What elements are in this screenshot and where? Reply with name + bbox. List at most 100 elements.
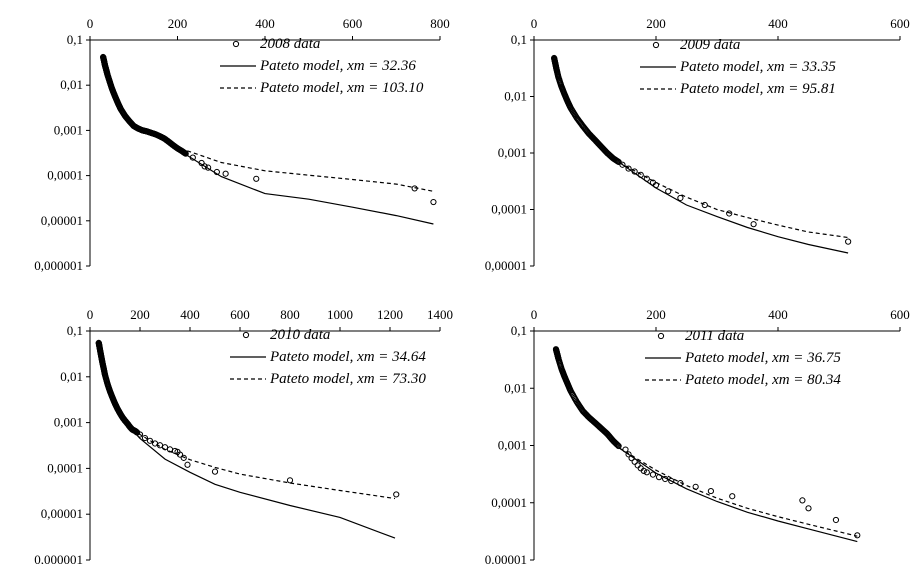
x-tick-label: 800 xyxy=(430,16,450,31)
data-point xyxy=(625,165,632,172)
data-point xyxy=(151,440,159,447)
legend-marker-circle xyxy=(232,40,240,48)
data-point xyxy=(726,210,733,217)
x-tick-label: 1400 xyxy=(427,307,453,322)
x-tick-label: 200 xyxy=(646,16,666,31)
y-tick-label: 0,00001 xyxy=(41,506,83,521)
x-tick-label: 1000 xyxy=(327,307,353,322)
model-line-dashed xyxy=(619,161,849,239)
data-point xyxy=(141,434,149,442)
data-point xyxy=(832,516,840,524)
y-tick-label: 0,01 xyxy=(504,380,527,395)
data-point xyxy=(677,480,684,487)
data-point xyxy=(845,238,852,245)
data-point xyxy=(136,431,144,438)
data-point xyxy=(634,462,641,469)
x-tick-label: 200 xyxy=(130,307,150,322)
y-tick-label: 0,000001 xyxy=(34,552,83,564)
data-point xyxy=(176,451,184,458)
legend-marker-circle xyxy=(242,331,250,339)
legend-label: Pateto model, xm = 36.75 xyxy=(684,350,841,366)
x-tick-label: 1200 xyxy=(377,307,403,322)
x-tick-label: 400 xyxy=(255,16,275,31)
panel-2010: 0 200 400 600 800 1000 1200 1400 0,1 0,01 0,001 0,0… xyxy=(34,307,453,564)
data-point xyxy=(631,458,638,465)
y-tick-label: 0,01 xyxy=(60,369,83,384)
data-point xyxy=(430,198,437,206)
x-tick-label: 0 xyxy=(531,307,538,322)
panel-2011: 0 200 400 600 0,1 0,01 0,001 0,0001 0.00001 2011 … xyxy=(485,307,910,564)
data-point xyxy=(205,164,212,171)
x-tick-label: 400 xyxy=(768,16,788,31)
data-point xyxy=(701,201,708,209)
model-line-solid xyxy=(619,162,849,254)
legend-label: Pateto model, xm = 32.36 xyxy=(259,58,416,74)
data-point xyxy=(614,441,621,448)
data-point xyxy=(854,532,861,539)
data-point xyxy=(750,221,757,228)
x-tick-label: 0 xyxy=(87,16,94,31)
data-point xyxy=(393,491,400,498)
legend-label: 2011 data xyxy=(685,328,744,344)
y-tick-label: 0,001 xyxy=(498,145,527,160)
data-point xyxy=(614,442,621,449)
x-tick-label: 0 xyxy=(531,16,538,31)
legend-label: Pateto model, xm = 80.34 xyxy=(684,372,841,388)
data-point xyxy=(805,505,812,512)
data-point xyxy=(619,161,626,168)
data-point xyxy=(649,471,657,478)
y-tick-label: 0,1 xyxy=(511,323,527,338)
data-point xyxy=(222,170,229,177)
data-point xyxy=(615,442,622,450)
data-point xyxy=(201,163,208,170)
model-line-solid xyxy=(155,135,434,225)
x-tick-label: 600 xyxy=(890,16,910,31)
y-tick-label: 0,00001 xyxy=(485,258,527,273)
data-point xyxy=(182,150,189,157)
x-tick-label: 800 xyxy=(280,307,300,322)
data-point xyxy=(643,469,650,476)
y-tick-label: 0,01 xyxy=(504,89,527,104)
x-tick-label: 200 xyxy=(168,16,188,31)
data-point xyxy=(286,477,294,484)
legend-label: Pateto model, xm = 103.10 xyxy=(259,80,424,96)
x-tick-label: 600 xyxy=(230,307,250,322)
data-point xyxy=(622,446,629,453)
x-tick-label: 0 xyxy=(87,307,94,322)
y-tick-label: 0,01 xyxy=(60,77,83,92)
x-tick-label: 200 xyxy=(646,307,666,322)
data-point xyxy=(628,455,635,462)
data-point xyxy=(625,451,632,458)
data-point xyxy=(253,175,260,182)
legend-label: 2010 data xyxy=(270,327,330,343)
legend-label: 2008 data xyxy=(260,36,320,52)
data-point xyxy=(180,454,187,461)
y-tick-label: 0,00001 xyxy=(41,213,83,228)
y-tick-label: 0,000001 xyxy=(34,258,83,273)
y-tick-label: 0,0001 xyxy=(47,460,83,475)
legend-marker-circle xyxy=(652,41,660,49)
data-point xyxy=(662,475,669,483)
panel-2008: 0 200 400 600 800 0,1 0,01 0,001 0,0001 0,00001 0,… xyxy=(34,16,450,273)
y-tick-label: 0,001 xyxy=(54,122,83,137)
data-point xyxy=(692,483,699,490)
data-point xyxy=(213,168,220,176)
data-point xyxy=(161,444,169,451)
legend-label: Pateto model, xm = 33.35 xyxy=(679,59,836,75)
legend-label: Pateto model, xm = 34.64 xyxy=(269,349,426,365)
data-point xyxy=(677,194,684,202)
y-tick-label: 0,1 xyxy=(511,32,527,47)
y-tick-label: 0,0001 xyxy=(491,495,527,510)
data-point xyxy=(707,487,715,495)
data-point xyxy=(652,182,660,189)
legend-marker-circle xyxy=(657,332,665,340)
data-point xyxy=(411,185,418,192)
data-point xyxy=(146,437,154,444)
y-tick-label: 0,1 xyxy=(67,323,83,338)
y-tick-label: 0,001 xyxy=(54,415,83,430)
data-point xyxy=(729,493,736,500)
data-point xyxy=(189,154,196,161)
data-point xyxy=(643,175,650,182)
legend-label: Pateto model, xm = 73.30 xyxy=(269,371,426,387)
